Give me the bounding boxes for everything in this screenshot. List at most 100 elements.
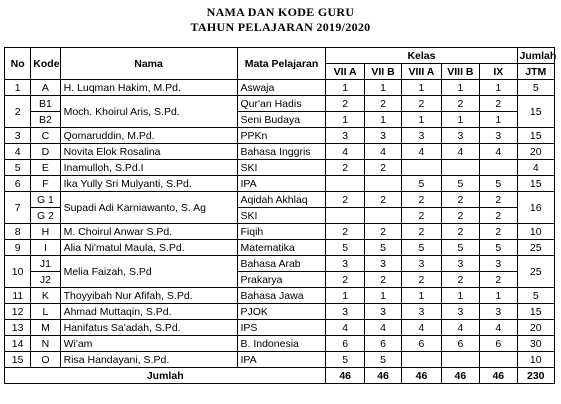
header-class-8b: VIII B	[440, 63, 481, 80]
teacher-table: No Kode Nama Mata Pelajaran Kelas Jumlah…	[3, 47, 556, 384]
row-number: 12	[3, 303, 32, 320]
class-hours	[363, 207, 403, 224]
class-hours: 2	[440, 271, 481, 288]
class-hours: 3	[401, 303, 442, 320]
class-hours: 2	[440, 223, 481, 240]
class-hours: 2	[479, 207, 518, 224]
teacher-code: H	[30, 223, 61, 240]
jtm-total: 5	[516, 79, 556, 96]
class-hours: 2	[363, 95, 403, 112]
class-hours: 2	[363, 223, 403, 240]
teacher-name: Moch. Khoirul Aris, S.Pd.	[59, 95, 238, 128]
header-jumlah: Jumlah	[516, 47, 556, 64]
class-hours: 2	[401, 223, 442, 240]
teacher-code: M	[30, 319, 61, 336]
class-hours: 6	[440, 335, 481, 352]
teacher-name: Melia Faizah, S.Pd	[59, 255, 238, 288]
table-row: 4 D Novita Elok Rosalina Bahasa Inggris 4 4 4 4…	[3, 143, 556, 160]
row-number: 14	[3, 335, 32, 352]
class-hours: 4	[363, 319, 403, 336]
total-cell: 46	[440, 367, 481, 384]
jtm-total: 15	[516, 127, 556, 144]
class-hours: 3	[363, 303, 403, 320]
class-hours: 3	[440, 127, 481, 144]
jtm-total: 10	[516, 351, 556, 368]
subject-name: Matematika	[236, 239, 327, 256]
row-number: 4	[3, 143, 32, 160]
subject-name: Prakarya	[236, 271, 327, 288]
class-hours: 2	[363, 191, 403, 208]
teacher-name: Thoyyibah Nur Afifah, S.Pd.	[59, 287, 238, 304]
class-hours: 3	[363, 127, 403, 144]
class-hours: 2	[401, 271, 442, 288]
class-hours: 5	[479, 175, 518, 192]
subject-name: Qur'an Hadis	[236, 95, 327, 112]
row-number: 10	[3, 255, 32, 288]
teacher-code: D	[30, 143, 61, 160]
teacher-code: C	[30, 127, 61, 144]
total-cell: 46	[363, 367, 403, 384]
class-hours: 3	[479, 255, 518, 272]
header-kelas: Kelas	[325, 47, 518, 64]
teacher-code: F	[30, 175, 61, 192]
table-row: G 2 SKI 2 2 2	[5, 207, 555, 224]
teacher-code: L	[30, 303, 61, 320]
class-hours: 1	[325, 111, 365, 128]
header-nama: Nama	[59, 47, 238, 80]
class-hours: 5	[479, 239, 518, 256]
subject-name: B. Indonesia	[236, 335, 327, 352]
jtm-total: 30	[516, 335, 556, 352]
table-row: 2 B1 Moch. Khoirul Aris, S.Pd. Qur'an Hadis…	[3, 95, 556, 128]
teacher-name: H. Luqman Hakim, M.Pd.	[59, 79, 238, 96]
header-jtm: JTM	[516, 63, 556, 80]
teacher-code: N	[30, 335, 61, 352]
table-row: 8 H M. Choirul Anwar S.Pd. Fiqih 2 2 2 2 2 10	[3, 223, 556, 240]
subject-name: Aqidah Akhlaq	[236, 191, 327, 208]
jtm-total: 25	[516, 239, 556, 256]
class-hours: 1	[479, 79, 518, 96]
class-hours: 6	[363, 335, 403, 352]
teacher-name: Alia Ni'matul Maula, S.Pd.	[59, 239, 238, 256]
row-number: 15	[3, 351, 32, 368]
class-hours	[479, 351, 518, 368]
teacher-name: M. Choirul Anwar S.Pd.	[59, 223, 238, 240]
row-number: 13	[3, 319, 32, 336]
teacher-code: E	[30, 159, 61, 176]
class-hours: 2	[325, 191, 365, 208]
class-hours: 4	[401, 319, 442, 336]
class-hours	[401, 351, 442, 368]
class-hours: 5	[325, 239, 365, 256]
jtm-total: 25	[516, 255, 556, 288]
jtm-total: 15	[516, 175, 556, 192]
teacher-code: O	[30, 351, 61, 368]
teacher-name: Ika Yully Sri Mulyanti, S.Pd.	[59, 175, 238, 192]
subject-name: Bahasa Inggris	[236, 143, 327, 160]
class-hours: 1	[440, 287, 481, 304]
teacher-code: J1	[30, 255, 61, 272]
class-hours	[325, 207, 365, 224]
table-row: 14 N Wi'am B. Indonesia 6 6 6 6 6 30	[3, 335, 556, 352]
teacher-code: G 1	[30, 191, 61, 208]
teacher-name: Novita Elok Rosalina	[59, 143, 238, 160]
row-number: 6	[3, 175, 32, 192]
jtm-total: 20	[516, 143, 556, 160]
header-mapel: Mata Pelajaran	[236, 47, 327, 80]
subject-name: Bahasa Arab	[236, 255, 327, 272]
class-hours: 3	[363, 255, 403, 272]
class-hours: 5	[363, 351, 403, 368]
class-hours	[401, 159, 442, 176]
class-hours: 3	[325, 127, 365, 144]
class-hours: 5	[401, 239, 442, 256]
subject-name: IPA	[236, 175, 327, 192]
row-number: 7	[3, 191, 32, 224]
header-no: No	[3, 47, 32, 80]
class-hours	[325, 175, 365, 192]
row-number: 1	[3, 79, 32, 96]
subject-name: SKI	[236, 159, 327, 176]
class-hours	[440, 351, 481, 368]
row-number: 8	[3, 223, 32, 240]
class-hours: 1	[401, 79, 442, 96]
class-hours: 1	[325, 287, 365, 304]
subject-name: Bahasa Jawa	[236, 287, 327, 304]
